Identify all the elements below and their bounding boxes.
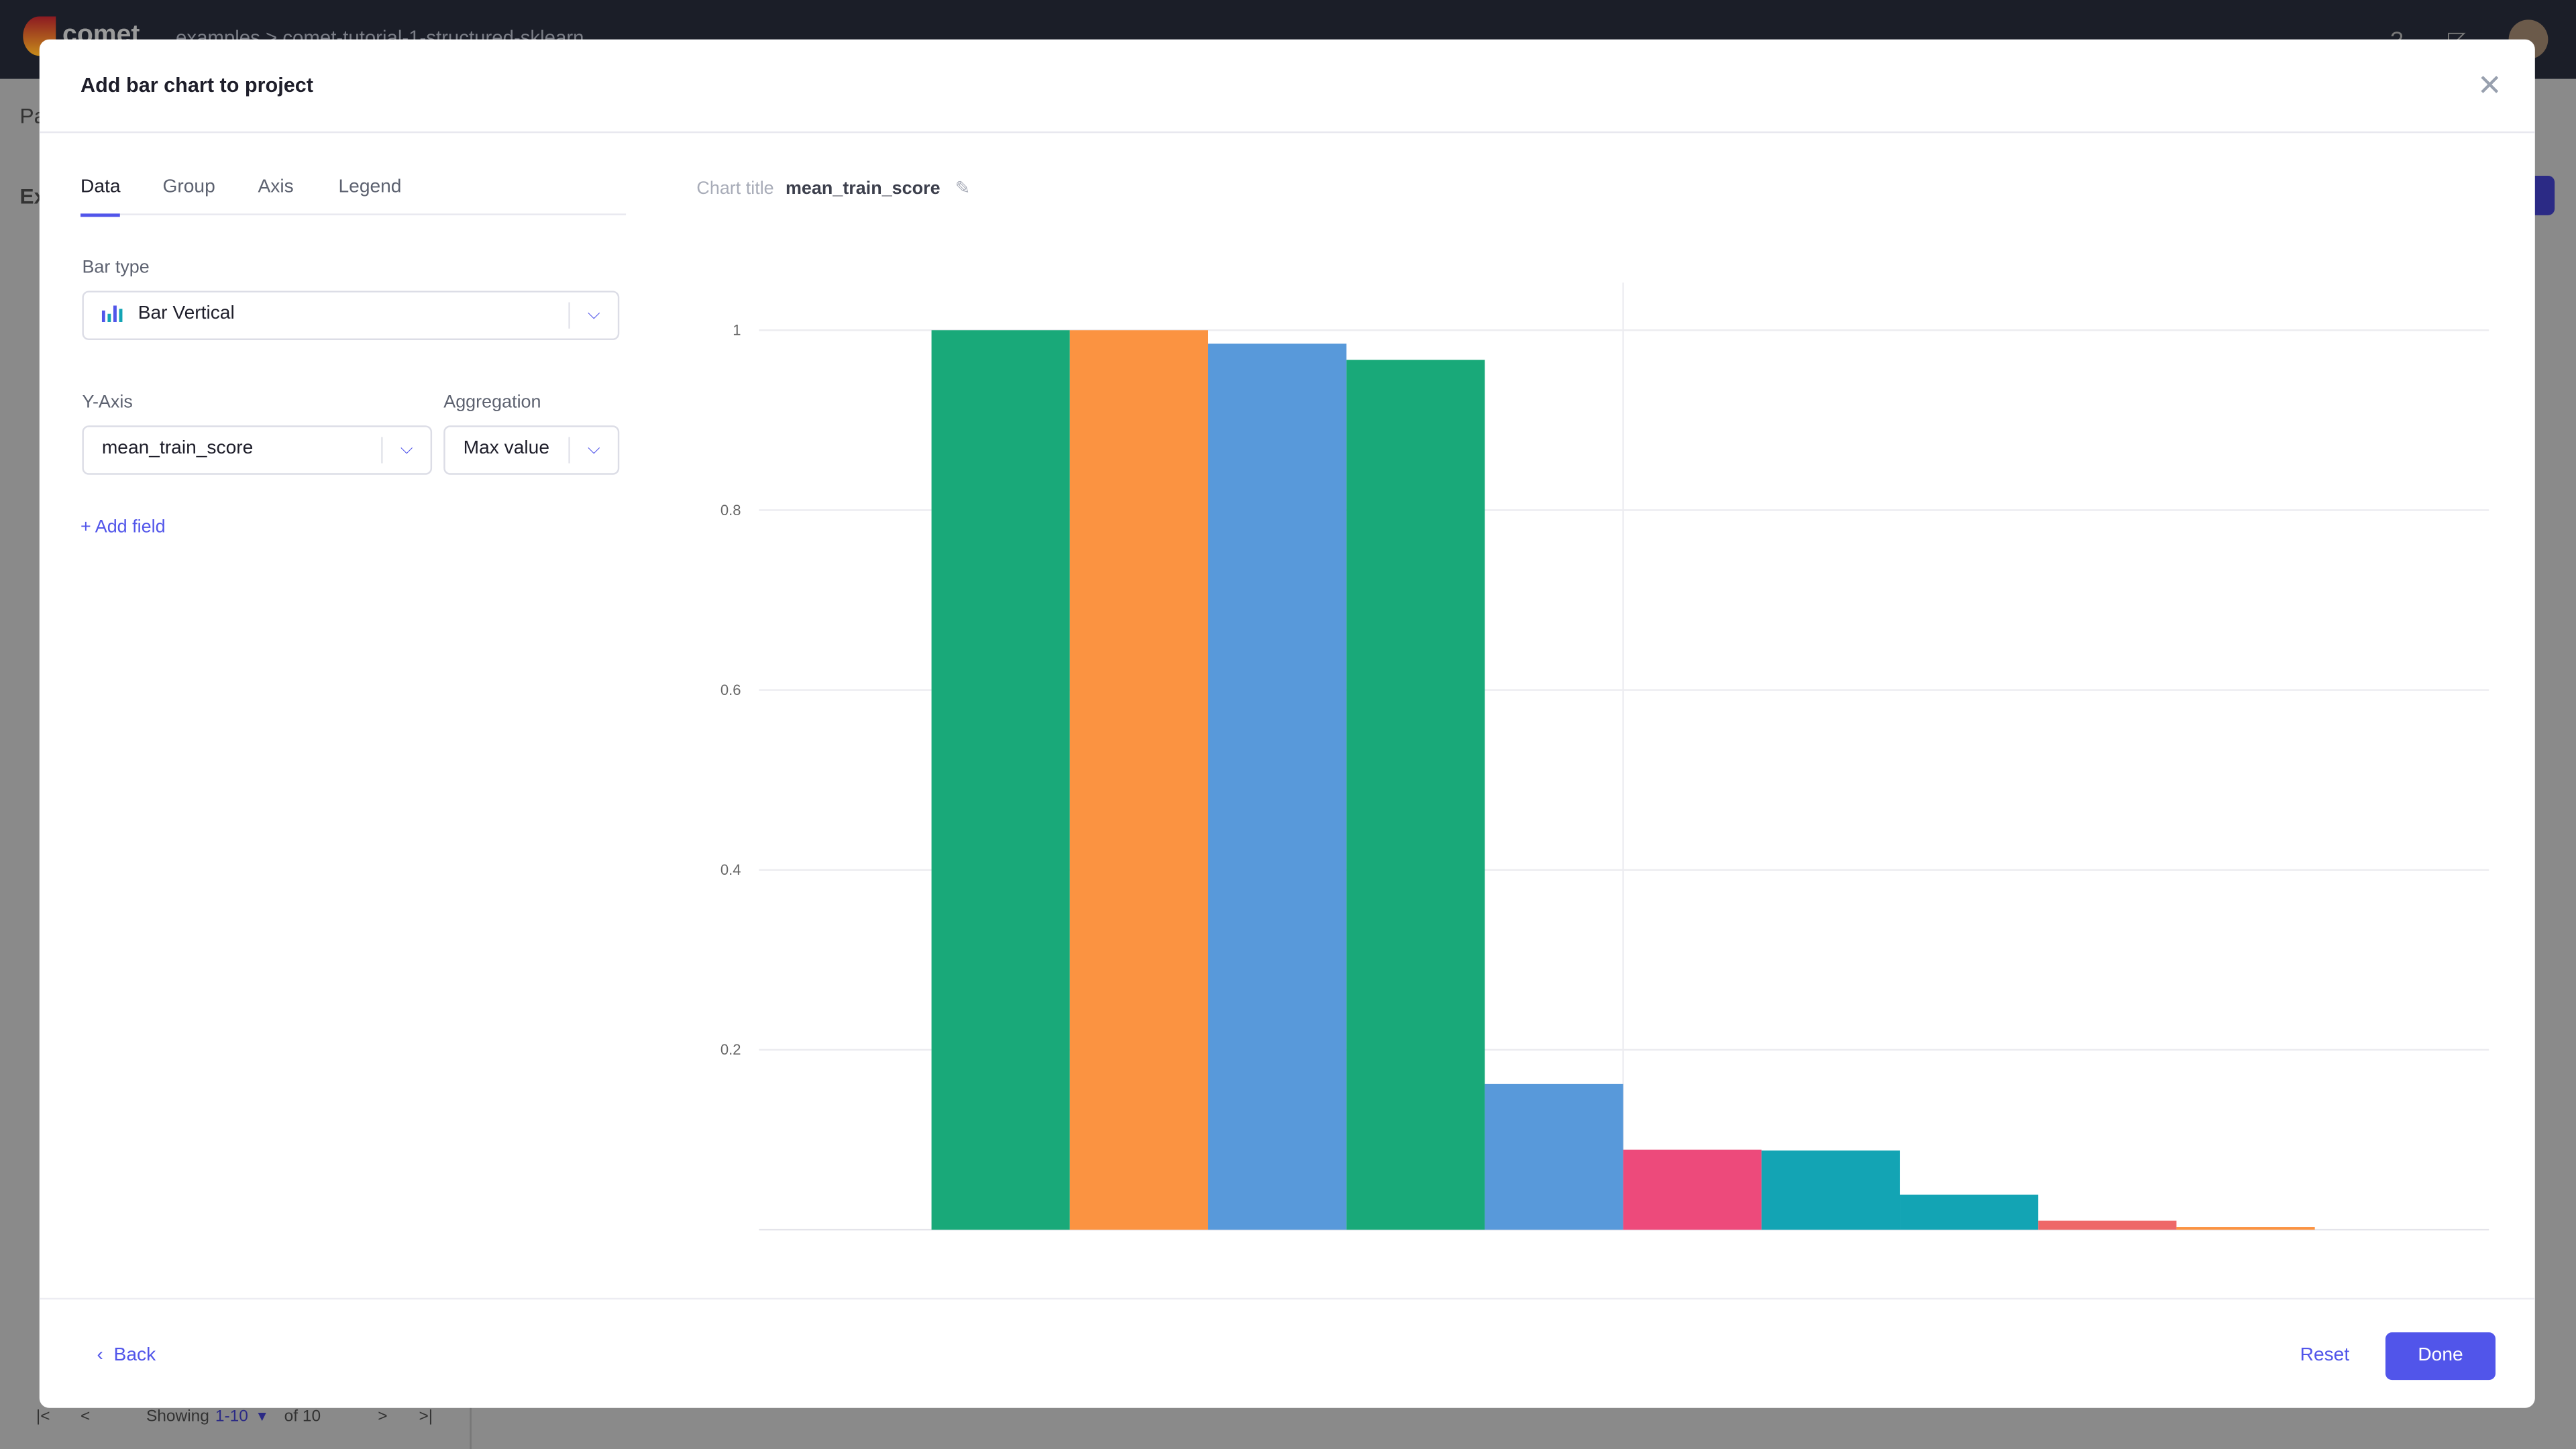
pencil-icon[interactable]: ✎ (955, 178, 971, 199)
bar (931, 330, 1070, 1230)
bar (1208, 343, 1347, 1230)
bar (1761, 1150, 1900, 1230)
y-tick-label: 0.8 (720, 502, 741, 519)
bar (1069, 330, 1208, 1230)
config-tabs: Data Group Axis Legend (80, 177, 627, 217)
y-tick-label: 1 (733, 322, 741, 339)
total-label: of 10 (284, 1407, 321, 1426)
add-chart-modal: Add bar chart to project ✕ Data Group Ax… (39, 39, 2535, 1410)
tab-axis[interactable]: Axis (258, 177, 294, 197)
pagination: |< < Showing 1-10 ▾ of 10 > >| (0, 1396, 472, 1449)
y-tick-label: 0.6 (720, 682, 741, 698)
y-tick-label: 0.2 (720, 1041, 741, 1058)
next-page-icon[interactable]: > (378, 1407, 388, 1426)
back-label: Back (113, 1345, 156, 1366)
chart-title-value[interactable]: mean_train_score (785, 178, 941, 199)
prev-page-icon[interactable]: < (80, 1407, 91, 1426)
first-page-icon[interactable]: |< (36, 1407, 50, 1426)
reset-button[interactable]: Reset (2300, 1345, 2350, 1366)
bar (1346, 360, 1485, 1230)
modal-header: Add bar chart to project ✕ (39, 40, 2535, 133)
tab-group[interactable]: Group (162, 177, 215, 197)
close-icon[interactable]: ✕ (2477, 68, 2502, 102)
y-axis-label: Y-Axis (82, 392, 133, 413)
chevron-left-icon: ‹ (97, 1345, 114, 1366)
bar-type-select[interactable]: Bar Vertical ⌵ (82, 290, 620, 340)
y-axis-value: mean_train_score (101, 438, 254, 459)
done-button[interactable]: Done (2385, 1332, 2496, 1381)
aggregation-select[interactable]: Max value ⌵ (443, 425, 620, 475)
bar-type-label: Bar type (82, 258, 150, 278)
aggregation-label: Aggregation (443, 392, 541, 413)
showing-label: Showing (146, 1407, 209, 1426)
modal-footer: ‹ Back Reset Done (39, 1297, 2535, 1410)
page-range-select[interactable]: 1-10 (215, 1407, 248, 1426)
bar (2038, 1220, 2177, 1230)
aggregation-value: Max value (463, 438, 549, 459)
bar-type-value: Bar Vertical (138, 304, 235, 324)
chevron-down-icon[interactable]: ⌵ (381, 437, 430, 464)
bar (2176, 1227, 2315, 1230)
y-axis-select[interactable]: mean_train_score ⌵ (82, 425, 433, 475)
tab-legend[interactable]: Legend (338, 177, 402, 197)
bar (1900, 1194, 2039, 1230)
caret-down-icon[interactable]: ▾ (258, 1407, 266, 1426)
chart-title-label: Chart title (696, 178, 774, 199)
bar-chart-icon (101, 305, 123, 323)
y-tick-label: 0.4 (720, 861, 741, 878)
bar (1623, 1149, 1762, 1230)
add-field-link[interactable]: + Add field (80, 517, 166, 537)
chart-title-row: Chart title mean_train_score ✎ (696, 177, 970, 199)
modal-title: Add bar chart to project (80, 74, 313, 97)
tab-data[interactable]: Data (80, 177, 121, 217)
back-button[interactable]: ‹ Back (97, 1346, 156, 1365)
chevron-down-icon[interactable]: ⌵ (568, 437, 617, 464)
chevron-down-icon[interactable]: ⌵ (568, 302, 617, 329)
last-page-icon[interactable]: >| (419, 1407, 433, 1426)
bar (1485, 1083, 1623, 1230)
bar-chart: 0.2 0.4 0.6 0.8 1 (720, 282, 2489, 1231)
